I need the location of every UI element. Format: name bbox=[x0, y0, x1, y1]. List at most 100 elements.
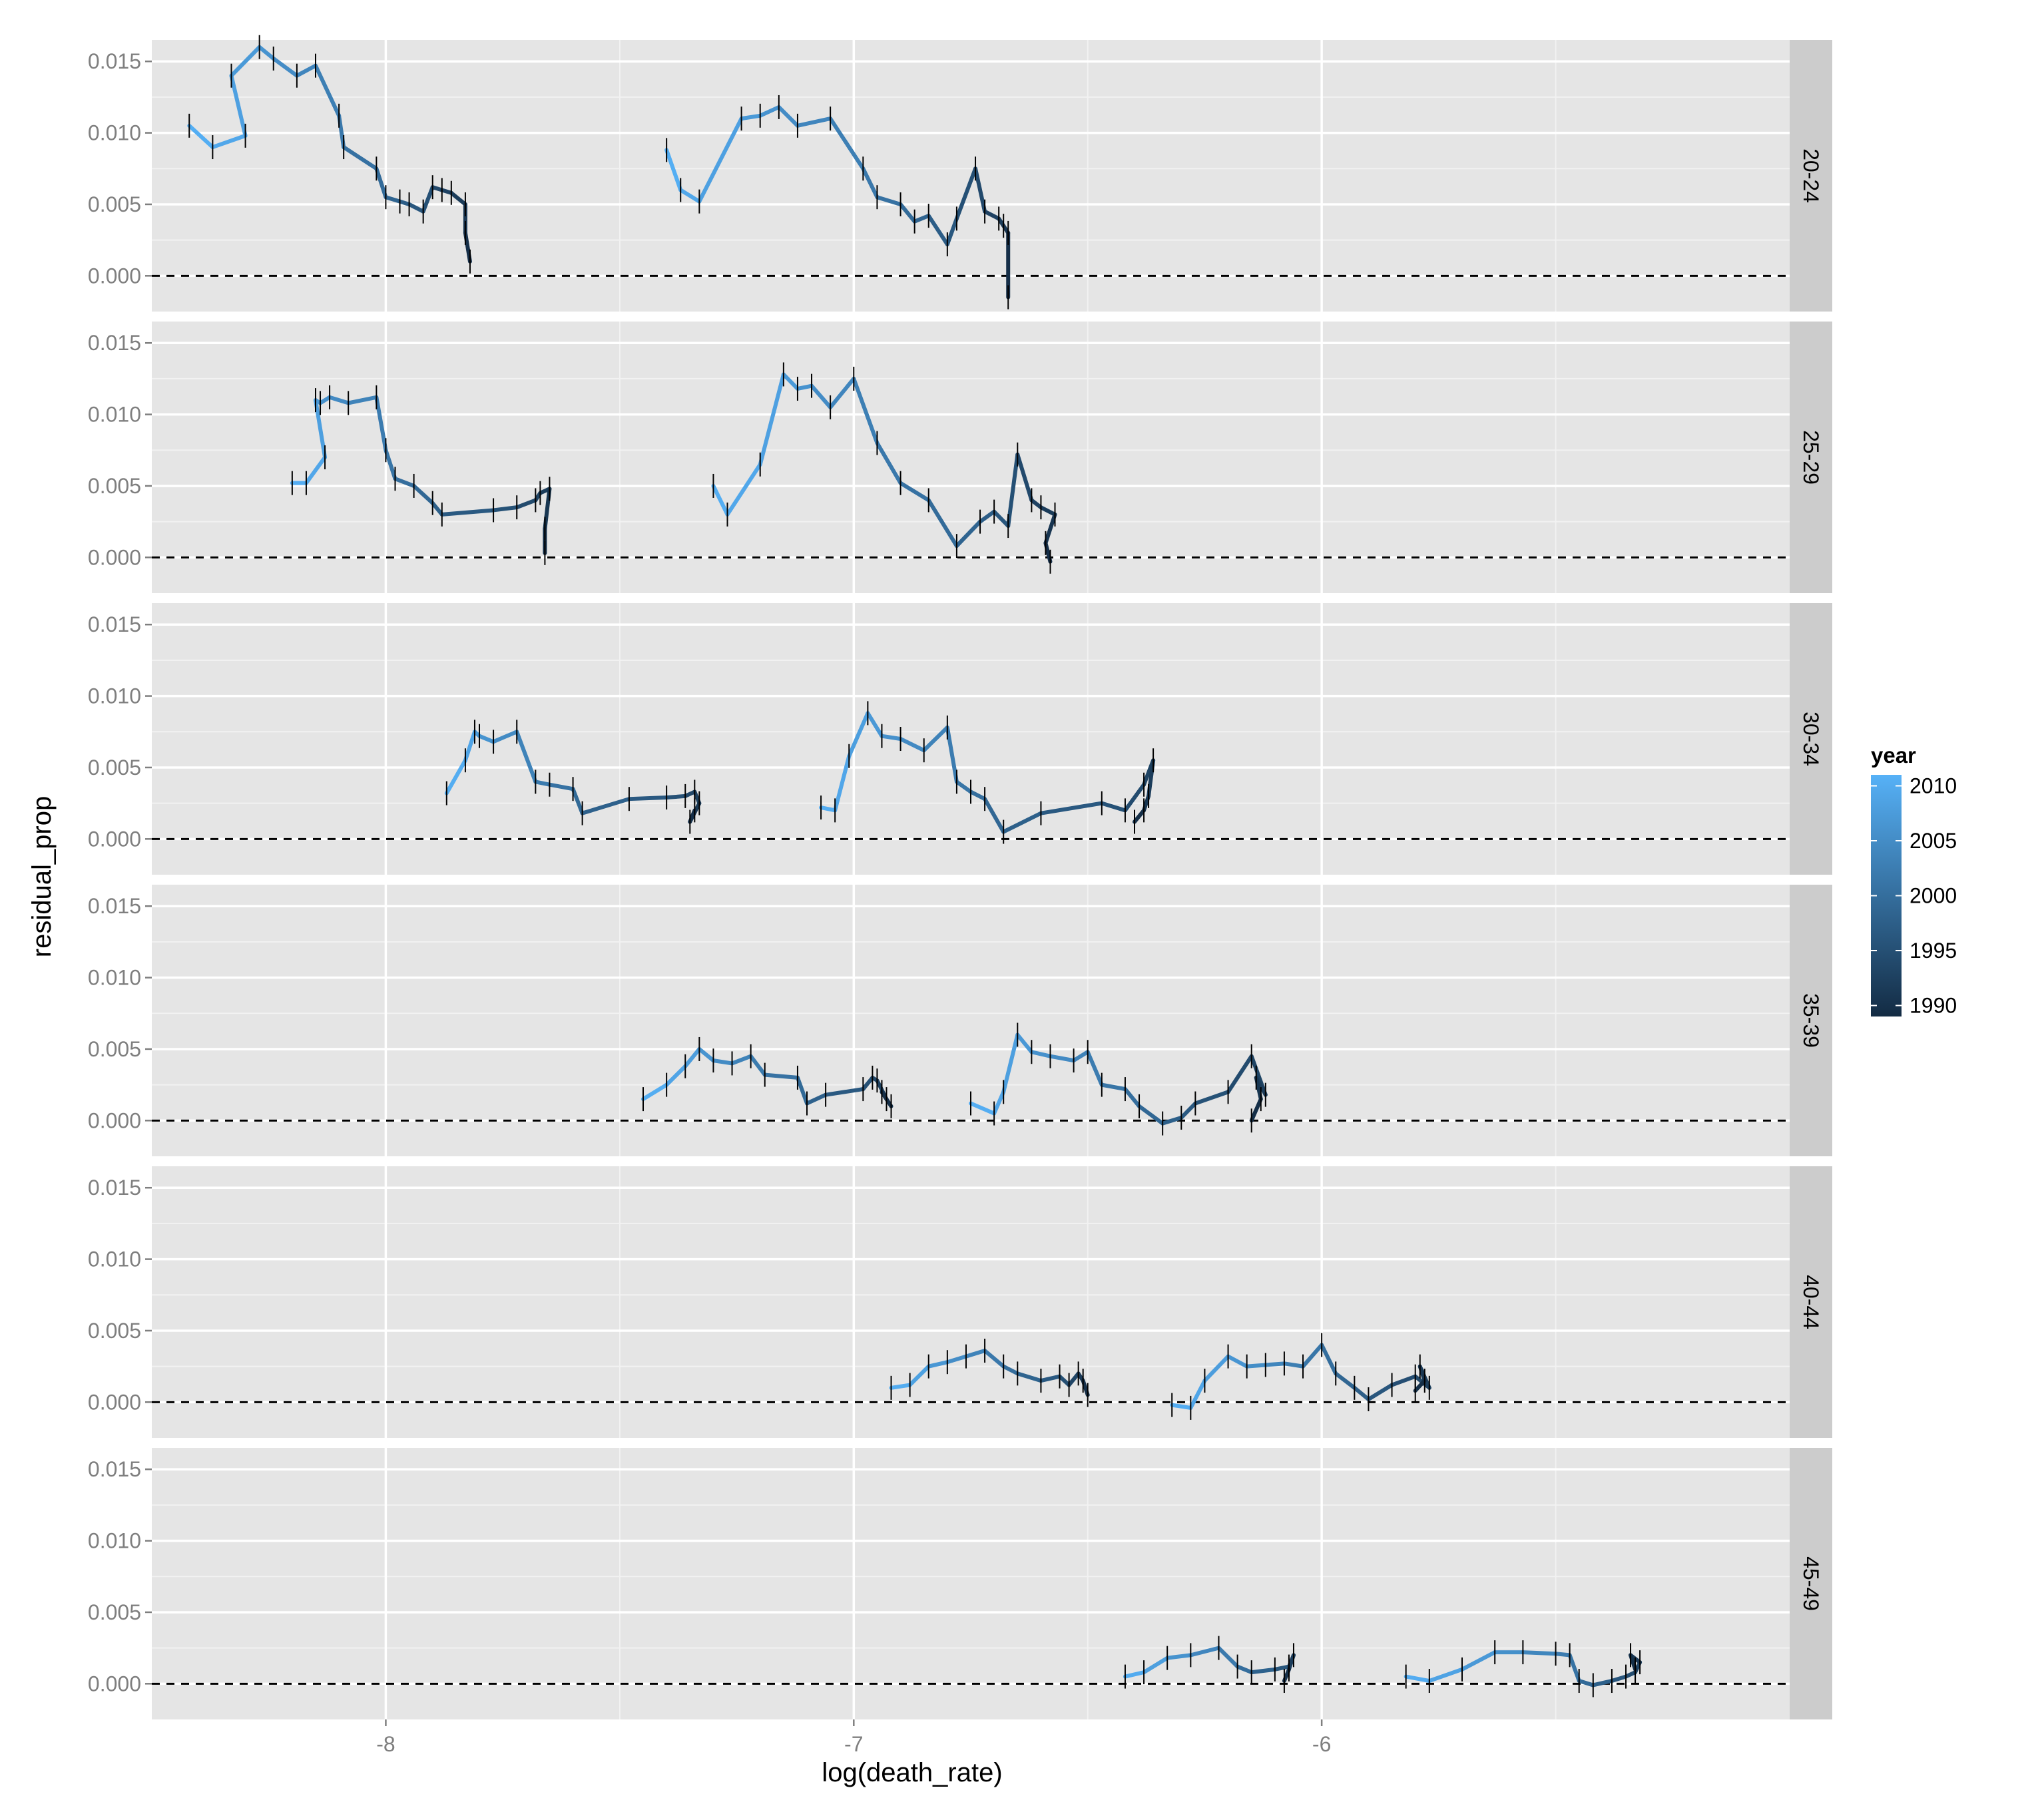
series-segment bbox=[449, 190, 467, 206]
panel-background bbox=[152, 1448, 1790, 1719]
series-segment bbox=[1081, 1379, 1090, 1397]
series bbox=[819, 701, 1156, 844]
series-segment bbox=[1015, 1032, 1034, 1054]
series-segment bbox=[229, 73, 248, 138]
series-segment bbox=[463, 730, 477, 763]
series-segment bbox=[824, 1087, 866, 1097]
facet-strip-label: 35-39 bbox=[1799, 993, 1823, 1048]
series-segment bbox=[271, 56, 299, 78]
series-segment bbox=[439, 508, 496, 517]
series-segment bbox=[1352, 1385, 1371, 1402]
series-segment bbox=[1029, 1050, 1053, 1058]
series-segment bbox=[969, 789, 987, 801]
series-segment bbox=[1216, 1646, 1240, 1669]
series-segment bbox=[1123, 1670, 1147, 1679]
series-segment bbox=[880, 734, 903, 741]
y-tick-label: 0.010 bbox=[88, 1247, 141, 1271]
series-segment bbox=[805, 1092, 828, 1106]
series-segment bbox=[1142, 1656, 1170, 1675]
series-segment bbox=[1001, 1364, 1020, 1376]
series-segment bbox=[992, 1090, 1006, 1116]
y-tick-label: 0.005 bbox=[88, 1319, 141, 1343]
x-axis-title: log(death_rate) bbox=[822, 1758, 1002, 1787]
series-segment bbox=[1460, 1650, 1497, 1672]
legend-tick-label: 2010 bbox=[1910, 774, 1957, 798]
y-tick-label: 0.015 bbox=[88, 331, 141, 355]
series-segment bbox=[1048, 1054, 1076, 1063]
series-segment bbox=[1249, 1097, 1263, 1123]
series bbox=[1404, 1640, 1643, 1697]
series-segment bbox=[407, 202, 425, 214]
facet-panels: 0.000 0.005 0.010 0.015 20-24 0.000 0.005 0.010… bbox=[88, 35, 1832, 1719]
series-segment bbox=[1609, 1674, 1628, 1684]
y-axis-title: residual_prop bbox=[27, 796, 57, 957]
series-segment bbox=[229, 45, 262, 78]
series-segment bbox=[861, 1075, 875, 1092]
series-segment bbox=[725, 462, 762, 517]
y-tick-label: 0.015 bbox=[88, 49, 141, 73]
series-segment bbox=[1006, 452, 1020, 529]
series-segment bbox=[907, 1364, 931, 1387]
series-segment bbox=[692, 789, 702, 805]
series-segment bbox=[393, 477, 416, 488]
series-segment bbox=[294, 63, 318, 78]
facet-strip bbox=[1790, 885, 1832, 1156]
series-segment bbox=[328, 395, 351, 405]
series-segment bbox=[875, 441, 903, 485]
series-segment bbox=[1015, 1371, 1043, 1383]
series-segment bbox=[1390, 1374, 1417, 1387]
facet-strip-label: 45-49 bbox=[1799, 1556, 1823, 1611]
series-segment bbox=[664, 1064, 688, 1087]
series-segment bbox=[1142, 793, 1151, 813]
series-segment bbox=[828, 116, 866, 171]
facet-panel: 0.000 0.005 0.010 0.015 20-24 bbox=[88, 35, 1832, 312]
series-segment bbox=[866, 711, 884, 738]
y-tick-label: 0.000 bbox=[88, 1108, 141, 1132]
series-segment bbox=[711, 1058, 734, 1066]
series-segment bbox=[683, 1046, 702, 1068]
series-segment bbox=[1147, 758, 1156, 798]
series-segment bbox=[1188, 1646, 1221, 1658]
series-segment bbox=[383, 448, 397, 481]
series-segment bbox=[898, 202, 917, 224]
series-segment bbox=[1202, 1354, 1230, 1383]
facet-strip bbox=[1790, 1448, 1832, 1719]
y-tick-label: 0.000 bbox=[88, 264, 141, 288]
series-segment bbox=[641, 1082, 669, 1102]
series-segment bbox=[1133, 808, 1147, 824]
series-segment bbox=[828, 376, 856, 409]
series-segment bbox=[875, 195, 903, 206]
series-segment bbox=[580, 797, 631, 815]
series-segment bbox=[945, 216, 959, 247]
legend-ticks: 2010 2005 2000 1995 1990 bbox=[1871, 774, 1957, 1018]
series bbox=[1123, 1636, 1296, 1693]
series-segment bbox=[847, 711, 870, 758]
series-segment bbox=[491, 730, 519, 744]
series-segment bbox=[912, 214, 931, 224]
y-tick-label: 0.000 bbox=[88, 545, 141, 569]
series-segment bbox=[1170, 1403, 1193, 1410]
series-segment bbox=[1165, 1653, 1193, 1660]
series-segment bbox=[1160, 1116, 1184, 1126]
series-segment bbox=[861, 166, 880, 200]
series-segment bbox=[374, 166, 388, 200]
facet-strip bbox=[1790, 322, 1832, 593]
series-segment bbox=[1320, 1343, 1338, 1376]
series-segment bbox=[983, 1349, 1006, 1369]
series-segment bbox=[1263, 1361, 1286, 1367]
y-tick-label: 0.010 bbox=[88, 403, 141, 427]
facet-strip-label: 25-29 bbox=[1799, 430, 1823, 485]
series-segment bbox=[889, 1383, 912, 1390]
series-segment bbox=[1286, 1653, 1296, 1672]
series-segment bbox=[1193, 1090, 1230, 1106]
series-segment bbox=[833, 754, 852, 813]
series-segment bbox=[383, 195, 402, 204]
series bbox=[889, 1339, 1090, 1407]
series-segment bbox=[711, 483, 730, 517]
panel-background bbox=[152, 885, 1790, 1156]
series-segment bbox=[926, 498, 959, 549]
series-segment bbox=[515, 730, 538, 784]
y-tick-label: 0.010 bbox=[88, 966, 141, 990]
series-segment bbox=[1427, 1667, 1464, 1684]
